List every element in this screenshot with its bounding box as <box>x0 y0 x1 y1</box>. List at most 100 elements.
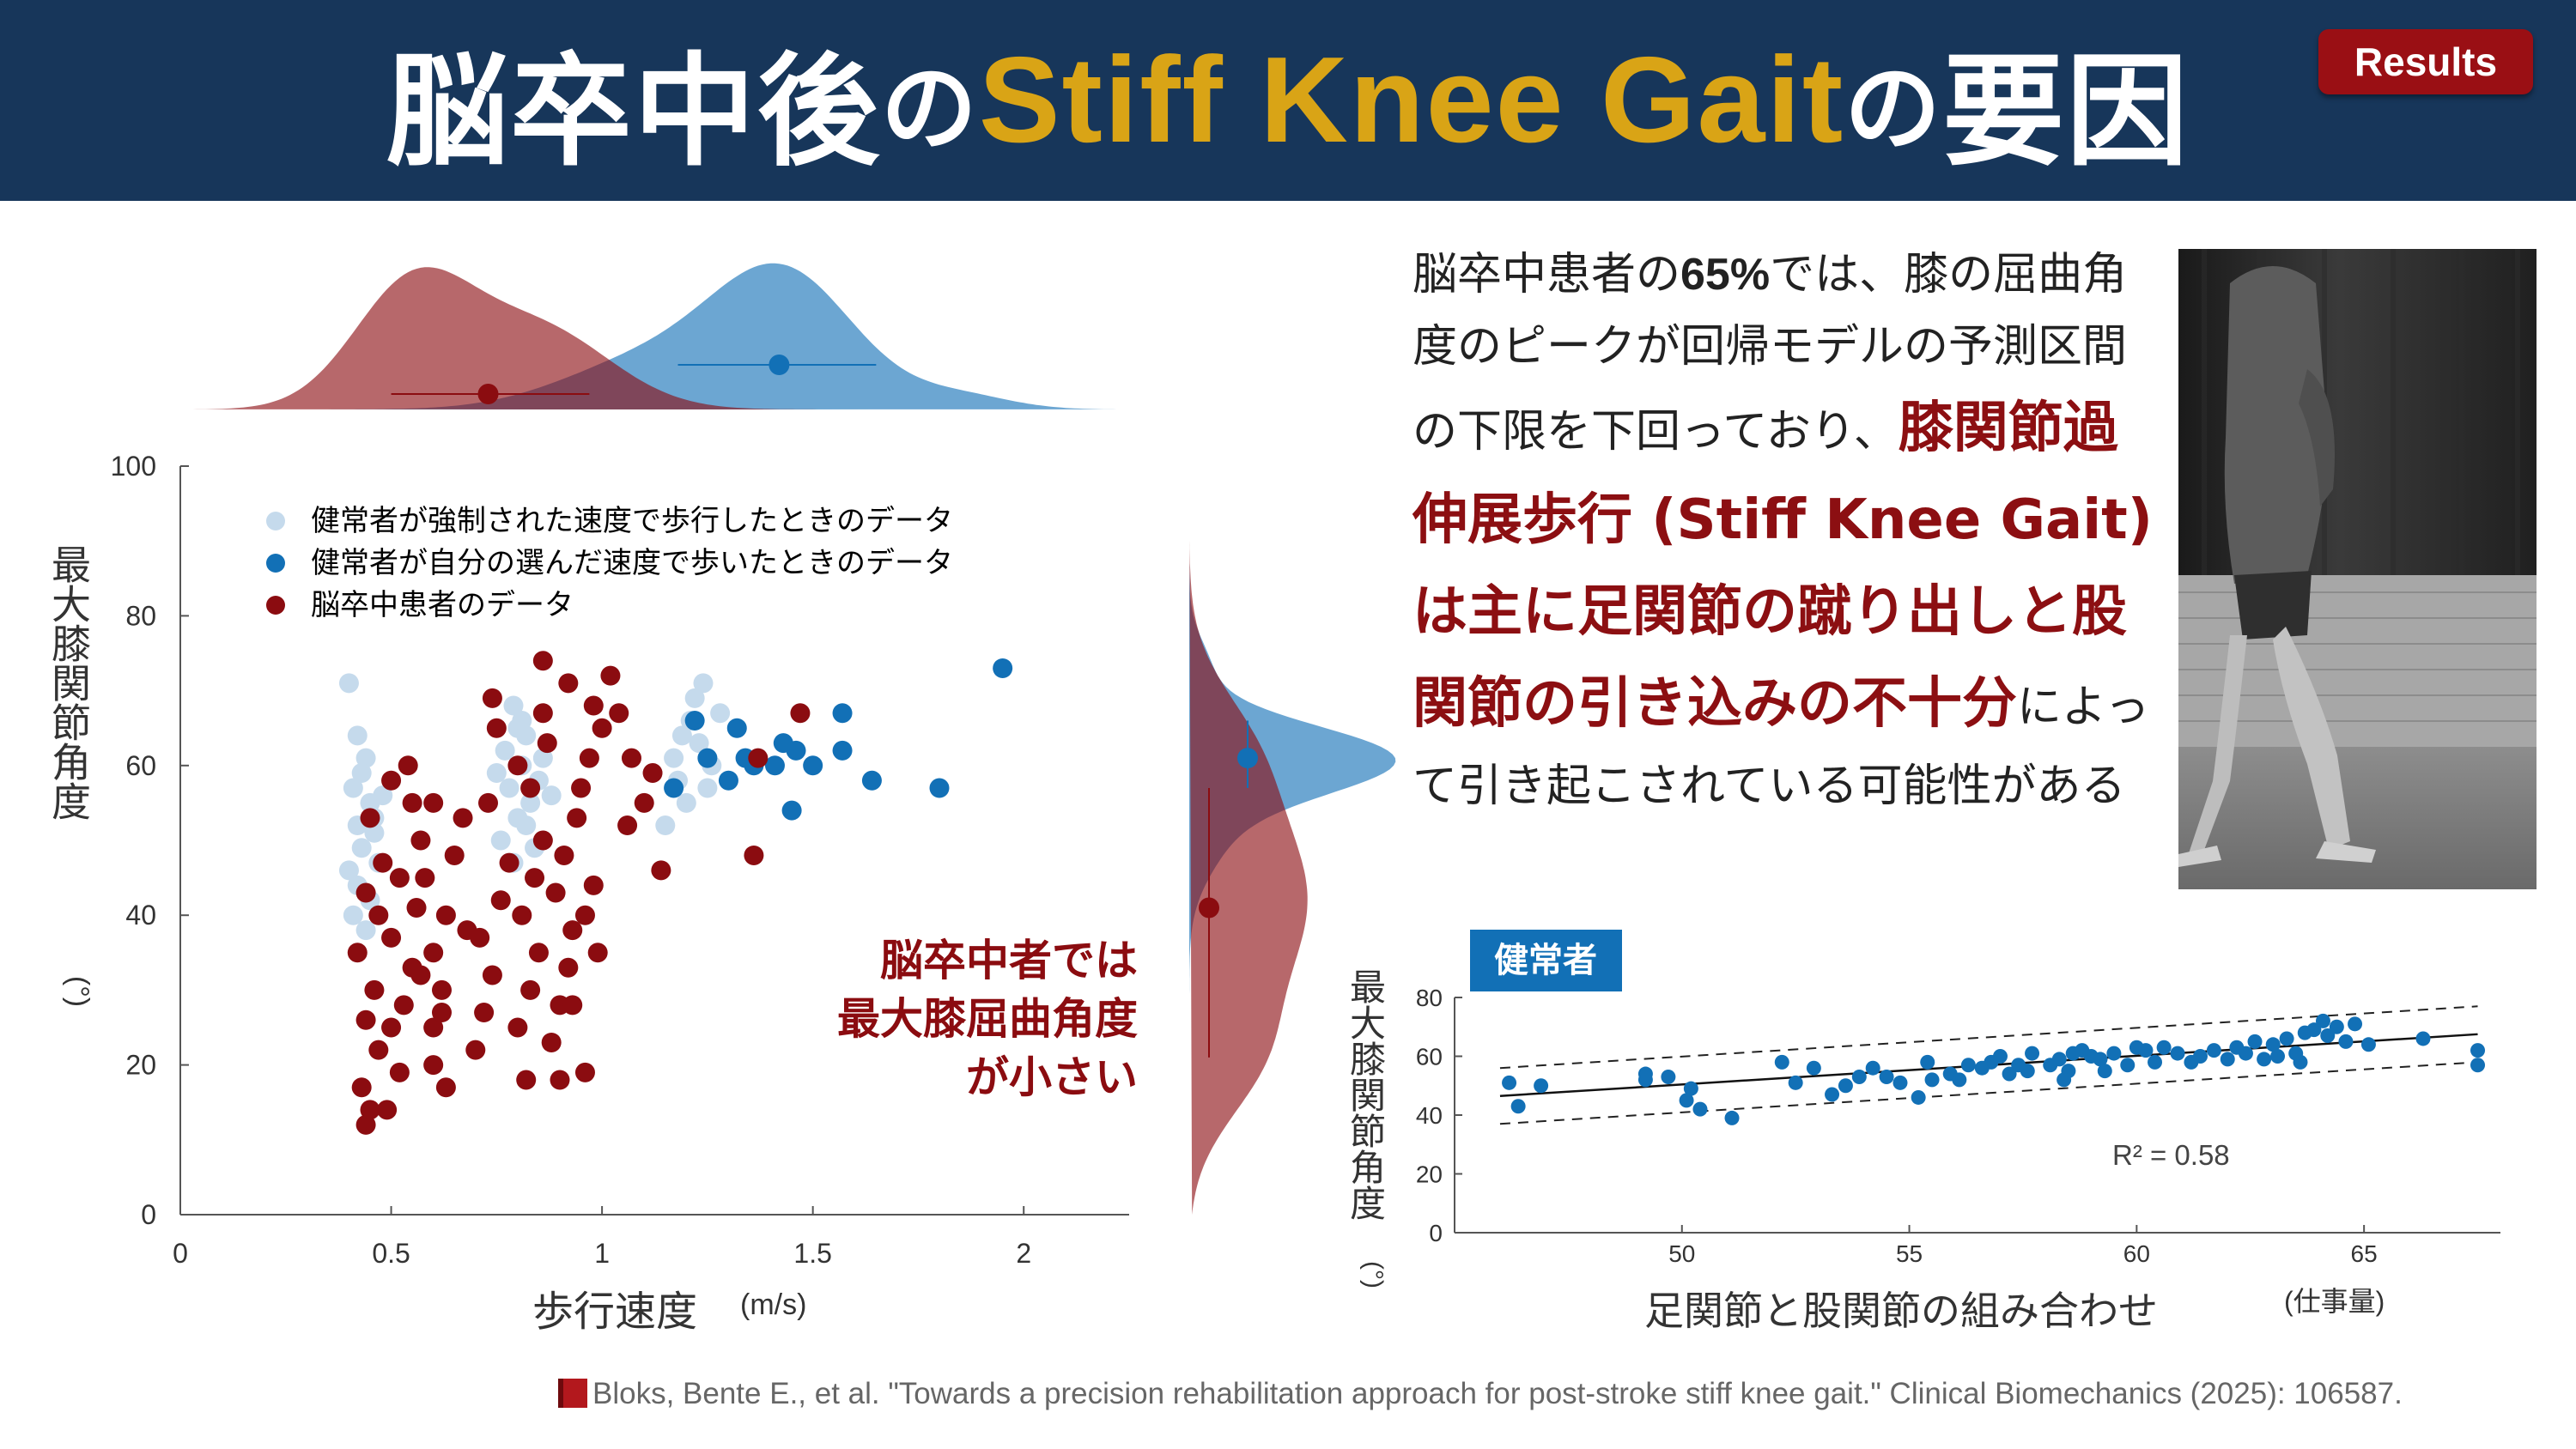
main-point <box>693 673 714 694</box>
legend-label-forced: 健常者が強制された速度で歩行したときのデータ <box>311 505 953 537</box>
reg-axes: 50 55 60 65 0 20 40 60 80 <box>1416 985 2500 1267</box>
reg-point <box>2320 1028 2336 1044</box>
main-point <box>532 748 553 768</box>
main-x-tick-label: 1 <box>594 1238 610 1269</box>
main-y-tick-label: 60 <box>125 750 156 781</box>
reg-point <box>1637 1066 1653 1082</box>
annotation-line-2: 最大膝屈曲角度 <box>837 995 1138 1043</box>
main-point <box>368 852 389 873</box>
main-point <box>423 792 444 813</box>
reg-point <box>1893 1075 1908 1090</box>
main-point <box>583 695 604 716</box>
main-point <box>574 905 595 925</box>
main-point <box>680 710 701 731</box>
reg-point <box>1920 1054 1935 1070</box>
main-point <box>457 920 477 941</box>
main-point <box>861 770 882 791</box>
main-axes <box>179 466 1129 1216</box>
reg-point <box>2247 1034 2263 1049</box>
main-point <box>583 875 604 895</box>
main-y-tick-label: 0 <box>141 1199 156 1230</box>
stroke-angle-mean <box>1199 897 1219 919</box>
main-point <box>351 1077 372 1098</box>
main-yunit: (°) <box>62 976 94 1007</box>
main-point <box>347 815 368 836</box>
main-point <box>697 748 718 768</box>
reg-point <box>1788 1075 1803 1090</box>
healthy-angle-mean <box>1237 748 1258 769</box>
main-point <box>347 725 368 746</box>
main-point <box>520 792 541 813</box>
reg-y-tick-label: 0 <box>1429 1220 1443 1246</box>
reg-point <box>1838 1078 1853 1094</box>
reg-point <box>2057 1072 2072 1088</box>
main-point <box>512 905 532 925</box>
walking-person-photo <box>2178 249 2537 889</box>
reg-point <box>2348 1016 2363 1032</box>
healthy-angle-density <box>1189 541 1396 1215</box>
main-point <box>423 1055 444 1076</box>
reg-point <box>2097 1064 2112 1079</box>
reg-point <box>2170 1046 2185 1061</box>
main-point <box>355 748 376 768</box>
main-x-tick-label: 0 <box>173 1238 188 1269</box>
main-point <box>355 920 376 941</box>
main-x-tick-label: 1.5 <box>793 1238 831 1269</box>
reg-point <box>1960 1058 1976 1073</box>
reg-point <box>2279 1031 2294 1046</box>
main-point <box>360 1100 380 1120</box>
main-point <box>664 778 684 798</box>
main-point <box>364 979 385 1000</box>
group-label-box <box>1470 930 1622 991</box>
main-point <box>470 927 490 948</box>
reg-points <box>1502 1013 2486 1125</box>
reg-y-tick-label: 40 <box>1416 1102 1443 1129</box>
title-particle-1: の <box>880 53 979 165</box>
main-point <box>355 882 376 903</box>
main-point <box>718 770 738 791</box>
reg-point <box>1661 1069 1676 1084</box>
main-point <box>482 688 502 708</box>
reg-point <box>1683 1081 1698 1096</box>
main-point <box>790 703 811 724</box>
main-point <box>503 695 524 716</box>
main-point <box>410 830 431 851</box>
main-points <box>338 651 1013 1135</box>
main-point <box>423 1017 444 1038</box>
reg-point <box>2206 1043 2221 1058</box>
main-point <box>393 995 414 1016</box>
header-bar <box>0 0 2576 201</box>
main-point <box>744 755 764 776</box>
main-point <box>499 778 519 798</box>
reg-point <box>2297 1025 2312 1040</box>
main-point <box>562 995 583 1016</box>
main-point <box>507 755 528 776</box>
annotation-line-1: 脳卒中者では <box>880 937 1138 985</box>
reg-point <box>2093 1052 2108 1067</box>
main-point <box>368 905 389 925</box>
reg-point <box>1534 1078 1549 1094</box>
main-xlabel: 歩行速度 <box>532 1289 697 1335</box>
main-point <box>541 785 562 806</box>
main-point <box>482 965 502 985</box>
title-particle-2: の <box>1844 53 1943 165</box>
reg-point <box>2083 1049 2099 1064</box>
main-point <box>347 875 368 895</box>
reg-point <box>2265 1037 2281 1052</box>
reg-point <box>2306 1022 2322 1038</box>
main-point <box>642 763 663 784</box>
reg-point <box>1984 1054 1999 1070</box>
main-point <box>748 748 769 768</box>
reg-point <box>1692 1101 1708 1117</box>
main-point <box>532 651 553 671</box>
main-point <box>668 770 689 791</box>
desc-highlight: 膝関節過伸展歩行 (Stiff Knee Gait)は主に足関節の蹴り出しと股関… <box>1413 397 2154 736</box>
reg-point <box>2229 1040 2245 1055</box>
reg-point <box>2293 1054 2308 1070</box>
main-legend: 健常者が強制された速度で歩行したときのデータ 健常者が自分の選んだ速度で歩いたと… <box>266 505 953 621</box>
reg-x-tick-label: 50 <box>1668 1240 1695 1267</box>
main-point <box>495 740 515 761</box>
legend-marker-forced <box>266 512 285 530</box>
reg-point <box>2002 1066 2017 1082</box>
main-point <box>684 710 705 731</box>
